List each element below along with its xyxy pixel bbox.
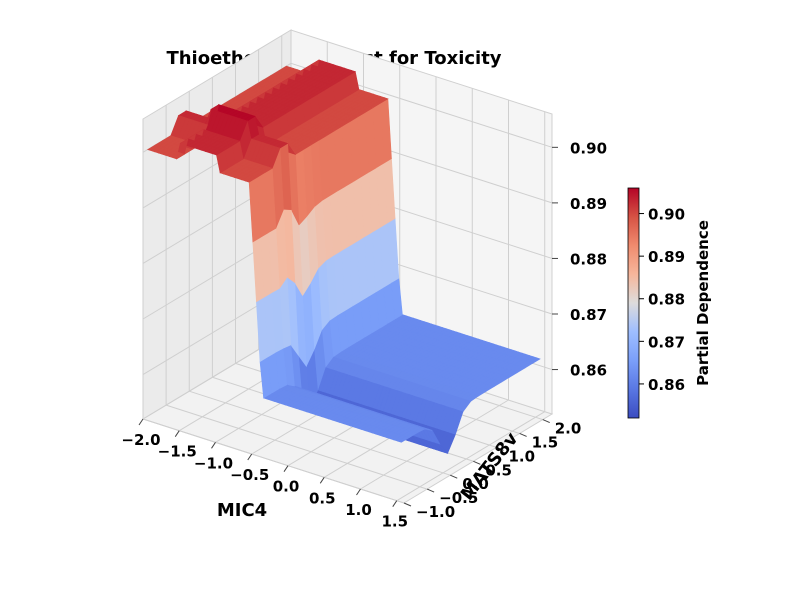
x-tick-label: 0.5 <box>309 489 336 507</box>
y-tick-label: −1.0 <box>416 503 455 521</box>
y-tick-mark <box>450 474 458 479</box>
y-tick-mark <box>519 433 527 437</box>
x-tick-mark <box>138 418 144 426</box>
z-tick-label: 0.86 <box>570 362 607 380</box>
x-tick-label: 1.5 <box>381 513 408 531</box>
x-tick-label: −0.5 <box>230 466 269 484</box>
x-tick-label: −1.0 <box>194 454 233 472</box>
grid-line-x-floor <box>396 411 546 502</box>
y-tick-label: 2.0 <box>555 420 582 438</box>
y-tick-mark <box>403 502 412 507</box>
grid-line-y-floor <box>189 390 451 476</box>
y-tick-mark <box>473 460 481 465</box>
y-tick-label: 1.0 <box>509 447 536 465</box>
x-tick-label: −1.5 <box>158 443 197 461</box>
z-tick-label: 0.90 <box>570 139 607 157</box>
y-tick-mark <box>496 446 504 451</box>
y-tick-label: 1.5 <box>532 433 559 451</box>
surface-plot <box>146 59 541 455</box>
x-tick-mark <box>211 442 216 449</box>
y-tick-label: −0.5 <box>439 489 478 507</box>
x-tick-mark <box>247 453 253 461</box>
y-tick-mark <box>426 488 435 493</box>
surface-patch <box>146 144 160 152</box>
colorbar <box>627 187 640 419</box>
y-tick-label: 0.0 <box>462 475 489 493</box>
grid-line-y-floor <box>165 404 428 490</box>
colorbar-tick-label: 0.88 <box>648 291 685 309</box>
x-tick-label: −2.0 <box>121 431 160 449</box>
x-tick-label: 1.0 <box>345 501 372 519</box>
colorbar-tick-label: 0.90 <box>648 206 685 224</box>
colorbar-ticks: 0.86 0.87 0.88 0.89 0.90 <box>639 206 685 394</box>
x-tick-mark <box>319 477 325 484</box>
colorbar-label: Partial Dependence <box>694 220 712 386</box>
colorbar-tick-label: 0.87 <box>648 333 685 351</box>
z-tick-label: 0.88 <box>570 250 607 268</box>
axis-ticks: −2.0−1.5−1.0−0.50.00.51.01.5−1.0−0.50.00… <box>121 139 607 530</box>
x-tick-mark <box>174 430 180 437</box>
z-tick-label: 0.89 <box>570 195 607 213</box>
x-tick-label: 0.0 <box>273 478 300 496</box>
x-tick-mark <box>356 488 361 496</box>
colorbar-tick-label: 0.86 <box>648 376 685 394</box>
x-axis-label: MIC4 <box>217 500 267 521</box>
y-tick-label: 0.5 <box>485 461 512 479</box>
y-tick-mark <box>542 419 550 424</box>
x-tick-mark <box>392 500 398 507</box>
z-tick-label: 0.87 <box>570 306 607 324</box>
colorbar-tick-label: 0.89 <box>648 248 685 266</box>
x-tick-mark <box>283 465 289 472</box>
